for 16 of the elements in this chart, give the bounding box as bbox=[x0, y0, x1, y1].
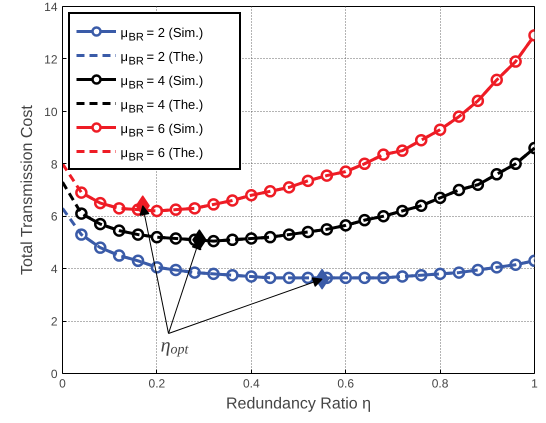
y-axis-title: Total Transmission Cost bbox=[19, 104, 36, 276]
y-tick-label: 2 bbox=[50, 314, 58, 329]
y-tick-label: 4 bbox=[50, 262, 58, 276]
y-tick-label: 0 bbox=[50, 367, 58, 381]
y-tick-label: 14 bbox=[44, 0, 58, 14]
y-tick-label: 8 bbox=[50, 157, 58, 172]
x-tick-label: 0.6 bbox=[337, 376, 354, 390]
x-tick-label: 0.4 bbox=[242, 376, 260, 390]
y-tick-label: 12 bbox=[44, 52, 58, 66]
x-tick-label: 1 bbox=[531, 376, 538, 390]
y-tick-label: 6 bbox=[50, 210, 58, 224]
x-tick-label: 0.2 bbox=[148, 376, 166, 390]
x-axis-title: Redundancy Ratio η bbox=[226, 396, 371, 412]
x-tick-label: 0.8 bbox=[432, 376, 449, 390]
x-tick-label: 0 bbox=[59, 376, 66, 390]
y-tick-label: 10 bbox=[44, 104, 58, 119]
